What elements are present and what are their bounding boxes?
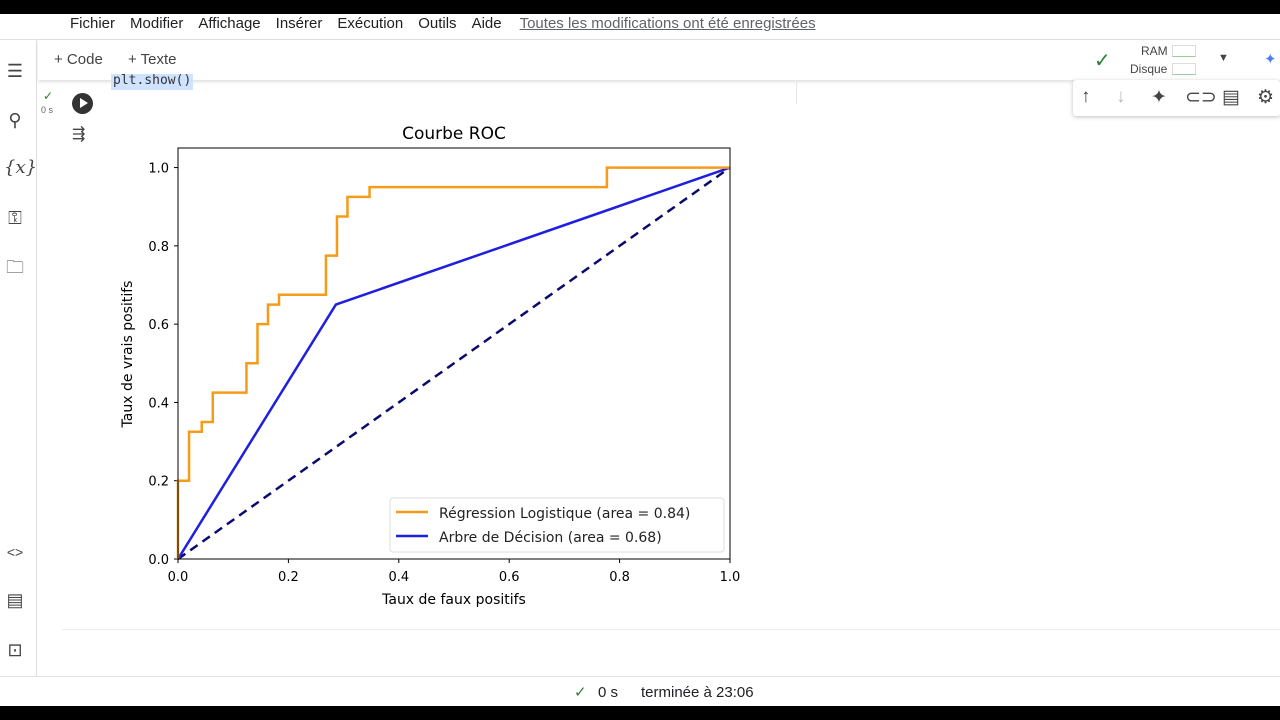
y-tick-label: 1.0 (148, 162, 169, 177)
roc-line-logistic (176, 166, 730, 559)
x-tick-label: 1.0 (720, 570, 741, 585)
x-tick-label: 0.6 (499, 570, 520, 585)
menu-bar: Fichier Modifier Affichage Insérer Exécu… (70, 13, 831, 33)
chance-diagonal-line (177, 166, 731, 561)
folder-icon[interactable]: 🗀 (6, 257, 24, 277)
menu-outils[interactable]: Outils (418, 14, 457, 32)
divider (796, 80, 797, 104)
exec-time: 0 s (41, 105, 54, 115)
roc-line-tree (176, 166, 731, 560)
y-tick-label: 0.4 (148, 396, 169, 411)
y-tick-label: 0.2 (148, 475, 169, 490)
divider (62, 629, 1280, 630)
menu-aide[interactable]: Aide (471, 14, 502, 32)
disk-meter[interactable] (1172, 63, 1196, 75)
divider (0, 39, 1280, 40)
chart-title: Courbe ROC (402, 124, 506, 144)
add-code-button[interactable]: + Code (54, 51, 103, 68)
menu-affichage[interactable]: Affichage (198, 14, 261, 32)
gemini-icon[interactable]: ✦ (1264, 51, 1277, 68)
y-tick-label: 0.0 (148, 553, 169, 568)
ram-meter[interactable] (1172, 45, 1196, 57)
ram-label: RAM (1141, 44, 1168, 58)
legend-label-logistic: Régression Logistique (area = 0.84) (439, 506, 690, 522)
runtime-dropdown-icon[interactable]: ▼ (1218, 52, 1229, 64)
left-sidebar: ☰ ⚲ {x} ⚿ 🗀 <> ▤ ⊡ (0, 40, 37, 676)
menu-fichier[interactable]: Fichier (70, 14, 116, 32)
window-bottom-bar (0, 706, 1280, 720)
window-top-bar (0, 0, 1280, 14)
table-of-contents-icon[interactable]: ☰ (6, 61, 24, 81)
status-time: 0 s (598, 684, 619, 701)
connected-check-icon: ✓ (1094, 50, 1111, 72)
y-axis-label: Taux de vrais positifs (120, 281, 136, 429)
command-palette-icon[interactable]: ▤ (6, 590, 24, 610)
x-tick-label: 0.0 (168, 570, 189, 585)
legend: Régression Logistique (area = 0.84) Arbr… (389, 497, 725, 553)
gemini-cell-icon[interactable]: ✦ (1151, 87, 1167, 108)
move-up-icon[interactable]: ↑ (1081, 86, 1091, 107)
y-tick-label: 0.8 (148, 240, 169, 255)
search-icon[interactable]: ⚲ (8, 110, 22, 130)
exec-check-icon: ✓ (43, 89, 54, 103)
menu-modifier[interactable]: Modifier (130, 14, 184, 32)
save-status-link[interactable]: Toutes les modifications ont été enregis… (519, 14, 816, 32)
x-axis-label: Taux de faux positifs (381, 592, 526, 608)
key-icon[interactable]: ⚿ (8, 208, 22, 228)
code-line[interactable]: plt.show() (111, 73, 194, 90)
x-tick-label: 0.2 (278, 570, 299, 585)
menu-inserer[interactable]: Insérer (275, 14, 323, 32)
comment-icon[interactable]: ▤ (1222, 87, 1240, 108)
code-snippets-icon[interactable]: <> (6, 544, 24, 560)
status-finished[interactable]: terminée à 23:06 (641, 684, 754, 701)
link-icon[interactable]: ⊂⊃ (1185, 87, 1217, 108)
output-toggle-icon[interactable]: ⇶ (72, 126, 86, 143)
legend-label-tree: Arbre de Décision (area = 0.68) (439, 530, 662, 546)
status-check-icon: ✓ (574, 684, 587, 701)
x-tick-label: 0.8 (609, 570, 630, 585)
status-bar: ✓ 0 s terminée à 23:06 (0, 676, 1280, 706)
move-down-icon[interactable]: ↓ (1116, 86, 1126, 107)
x-tick-label: 0.4 (388, 570, 409, 585)
y-tick-label: 0.6 (148, 318, 169, 333)
terminal-icon[interactable]: ⊡ (7, 640, 23, 660)
add-text-button[interactable]: + Texte (128, 51, 177, 68)
notebook-toolbar: + Code + Texte ✓ RAM Disque ▼ ✦ (38, 40, 1280, 80)
run-cell-button[interactable] (72, 93, 93, 114)
menu-execution[interactable]: Exécution (337, 14, 404, 32)
disk-label: Disque (1130, 62, 1168, 76)
settings-gear-icon[interactable]: ⚙ (1257, 87, 1275, 108)
cell-toolbar: ↑ ↓ ✦ ⊂⊃ ▤ ⚙ (1073, 80, 1280, 116)
plot-frame (177, 147, 731, 560)
